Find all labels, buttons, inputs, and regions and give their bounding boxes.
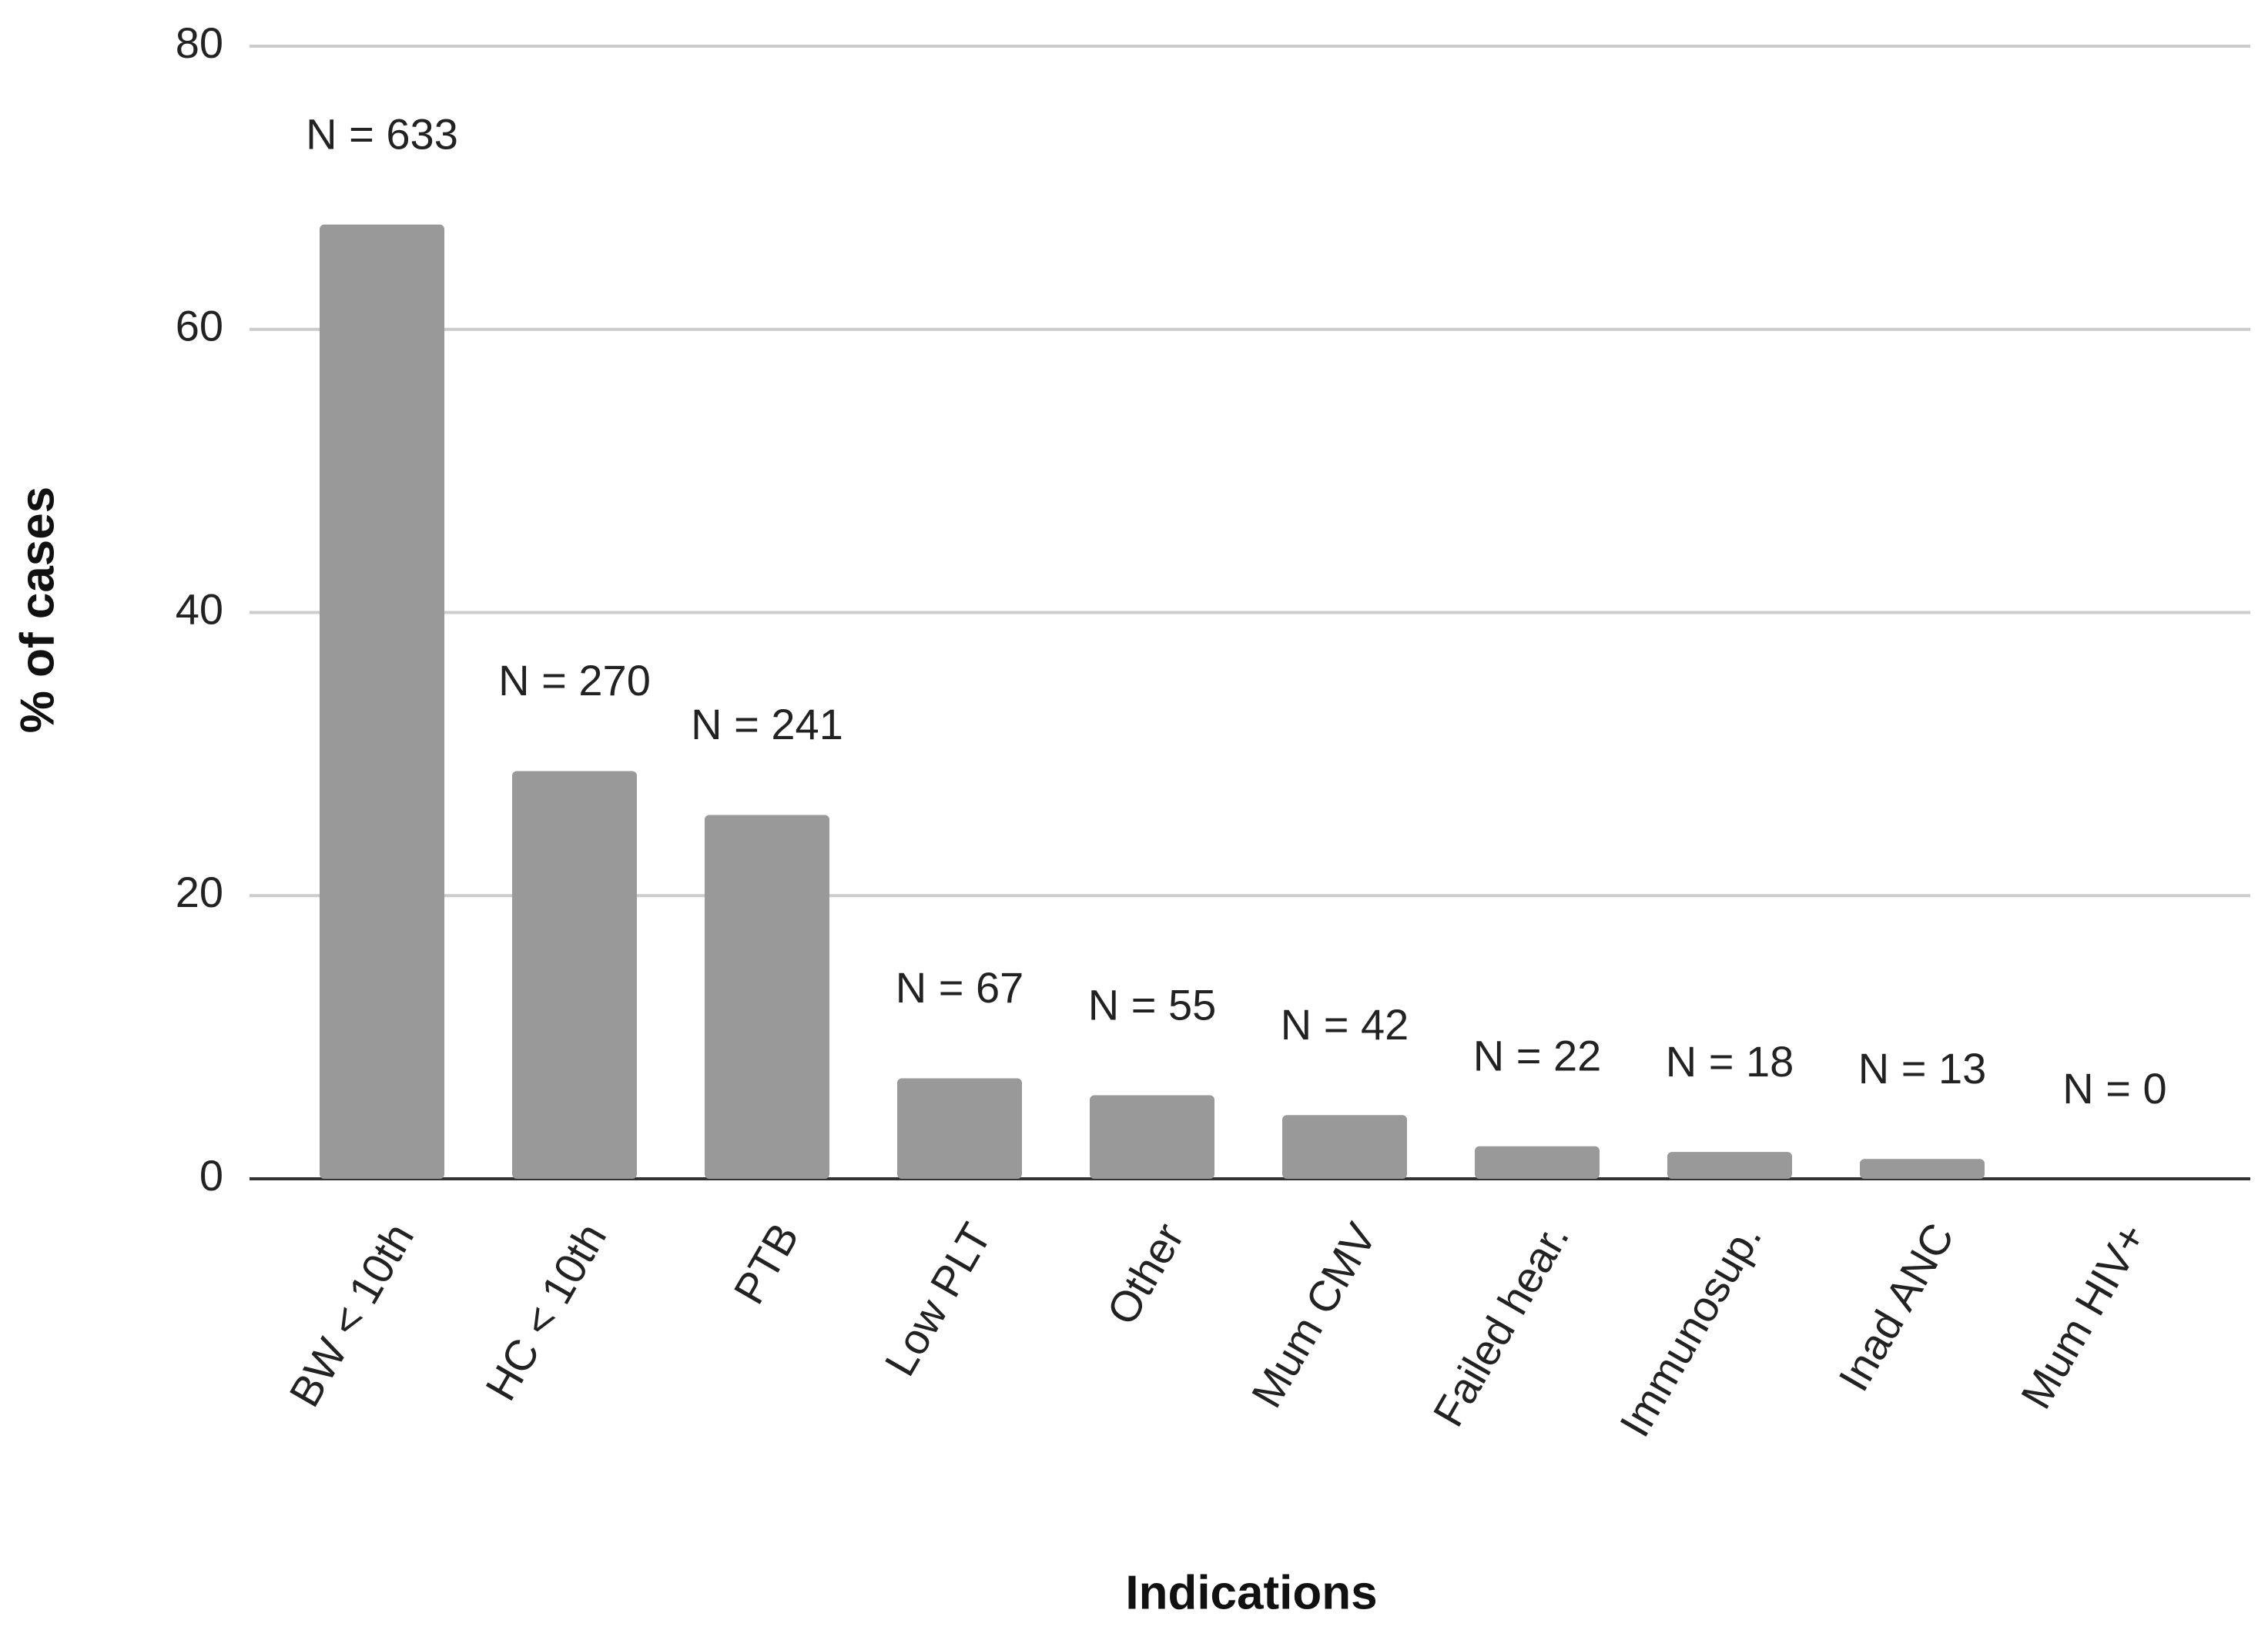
bar-annotation: N = 55 xyxy=(1088,980,1217,1029)
bar-annotation: N = 18 xyxy=(1666,1037,1794,1086)
x-tick-label: Inad ANC xyxy=(1829,1215,1963,1399)
x-tick-label: HC < 10th xyxy=(476,1215,615,1408)
y-tick-label: 40 xyxy=(176,584,223,633)
bar xyxy=(512,771,637,1179)
bar-annotation: N = 22 xyxy=(1473,1032,1602,1080)
bar xyxy=(897,1078,1022,1179)
y-tick-label: 60 xyxy=(176,302,223,350)
y-axis-title: % of cases xyxy=(11,487,64,734)
bar-annotation: N = 633 xyxy=(306,109,458,158)
x-tick-label: Failed hear. xyxy=(1423,1215,1578,1434)
bar-annotation: N = 241 xyxy=(691,700,843,748)
bar xyxy=(1475,1146,1600,1179)
bar xyxy=(320,224,444,1179)
bar xyxy=(1860,1159,1985,1179)
x-tick-label: Low PLT xyxy=(875,1215,1000,1384)
bar-annotation: N = 13 xyxy=(1858,1044,1987,1093)
x-tick-label: Mum HIV+ xyxy=(2012,1215,2156,1417)
bar xyxy=(1282,1115,1407,1179)
bar-annotation: N = 67 xyxy=(896,963,1024,1012)
x-tick-label: BW < 10th xyxy=(280,1215,423,1414)
bar xyxy=(1090,1095,1214,1179)
x-tick-label: PTB xyxy=(724,1215,808,1312)
y-tick-label: 20 xyxy=(176,868,223,916)
x-tick-label: Mum CMV xyxy=(1241,1214,1385,1415)
bar xyxy=(705,815,829,1179)
y-tick-label: 80 xyxy=(176,18,223,67)
y-tick-label: 0 xyxy=(199,1151,223,1200)
bar xyxy=(1667,1152,1792,1179)
bar-annotation: N = 270 xyxy=(498,656,651,705)
bar-annotation: N = 0 xyxy=(2062,1064,2166,1113)
x-axis-title: Indications xyxy=(1125,1566,1377,1619)
x-tick-label: Immunosup. xyxy=(1610,1215,1771,1444)
x-tick-label: Other xyxy=(1097,1215,1194,1333)
bar-annotation: N = 42 xyxy=(1281,1000,1409,1049)
